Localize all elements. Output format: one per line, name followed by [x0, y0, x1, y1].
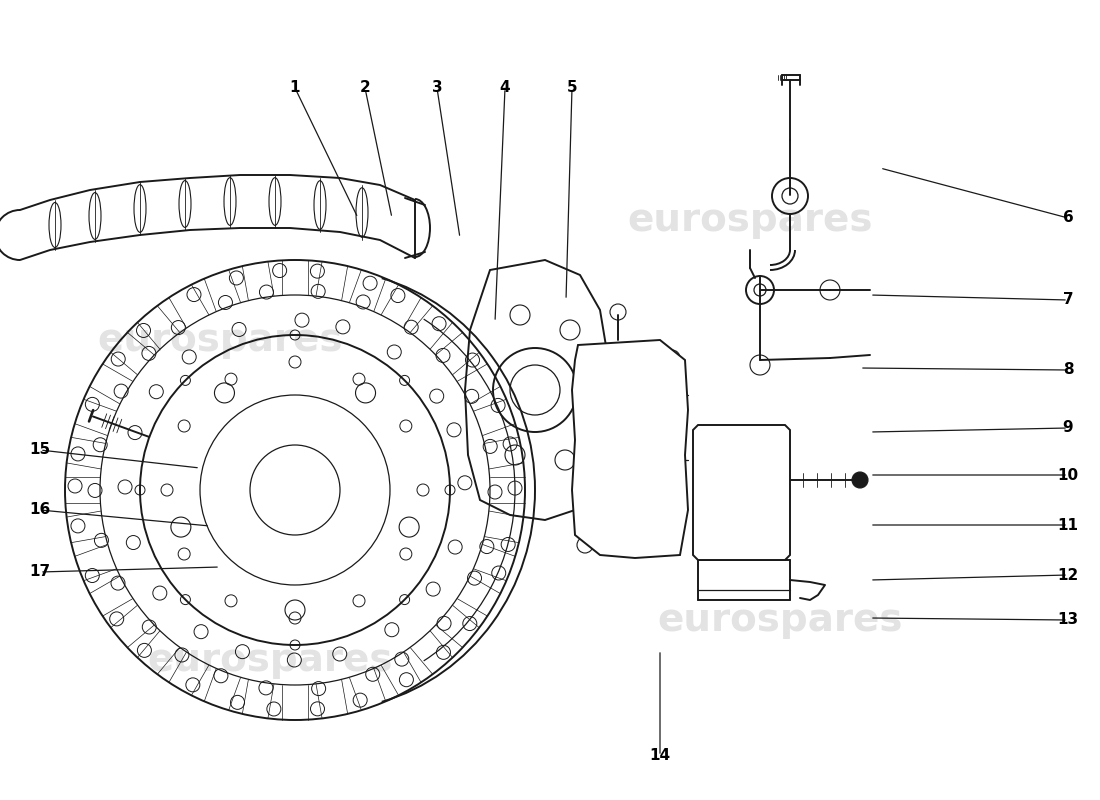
Text: 9: 9	[1063, 421, 1074, 435]
Text: eurospares: eurospares	[97, 321, 343, 359]
Text: 10: 10	[1057, 467, 1079, 482]
Polygon shape	[572, 340, 688, 558]
Text: 12: 12	[1057, 567, 1079, 582]
Circle shape	[852, 472, 868, 488]
Text: 3: 3	[431, 81, 442, 95]
Polygon shape	[465, 260, 611, 520]
Text: 17: 17	[30, 565, 51, 579]
Text: eurospares: eurospares	[147, 641, 393, 679]
Text: 5: 5	[566, 81, 578, 95]
Text: 6: 6	[1063, 210, 1074, 226]
Text: 16: 16	[30, 502, 51, 518]
Text: 7: 7	[1063, 293, 1074, 307]
Polygon shape	[693, 425, 790, 560]
Text: 8: 8	[1063, 362, 1074, 378]
Text: 11: 11	[1057, 518, 1078, 533]
Text: eurospares: eurospares	[627, 201, 872, 239]
Text: 14: 14	[649, 749, 671, 763]
Text: 2: 2	[360, 81, 371, 95]
Text: 4: 4	[499, 81, 510, 95]
Text: 13: 13	[1057, 613, 1079, 627]
Text: 1: 1	[289, 81, 300, 95]
Text: eurospares: eurospares	[658, 601, 903, 639]
Text: 15: 15	[30, 442, 51, 458]
